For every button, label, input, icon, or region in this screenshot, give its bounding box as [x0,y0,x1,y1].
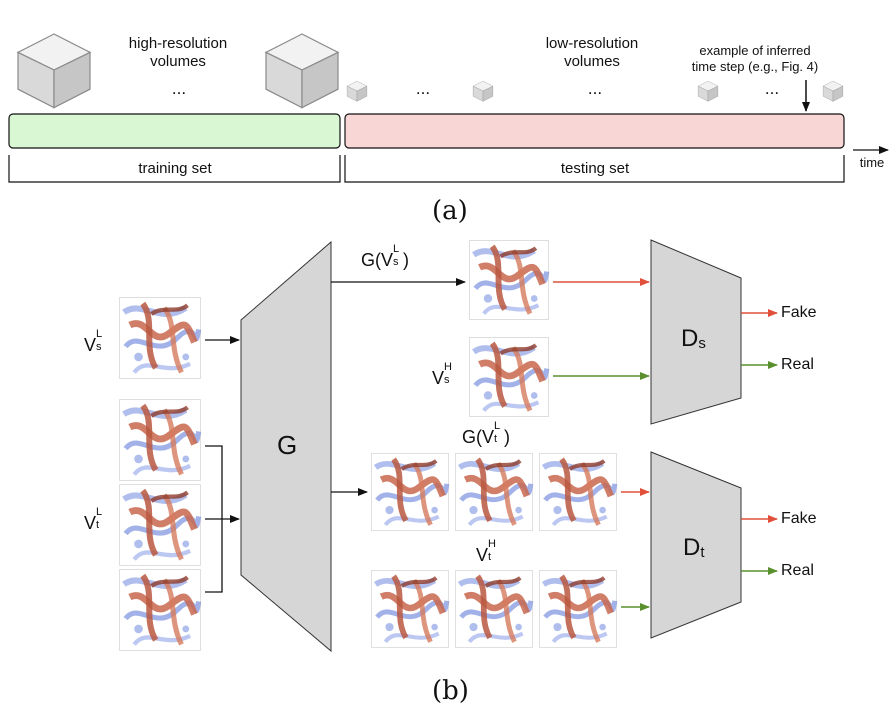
hr-volume-cube-2 [265,33,339,109]
vsl-sub: s [96,341,102,353]
dt-real-label: Real [781,562,814,579]
training-set-label: training set [138,160,212,177]
gvt-label-sub: t [494,433,498,445]
lr-volume-cube [697,80,719,102]
generator-label: G [277,430,298,460]
panel-b [120,239,778,653]
hr-dots: ... [171,79,187,98]
vth-volume [539,570,616,647]
hr-volume-cube-1 [17,33,91,109]
ds-real-label: Real [781,356,814,373]
vth-sub: t [488,551,492,563]
gvt-label-paren: ) [504,427,511,447]
vth-sup: H [488,538,496,550]
gvs-label-sup: L [393,243,400,255]
vtl-base: V [84,513,97,533]
hr-volumes-label: high-resolution volumes [128,35,228,70]
training-bar [8,113,341,149]
vsh-volume [470,338,549,417]
gvt-label-sup: L [494,420,501,432]
gvs-label-paren: ) [403,250,410,270]
testing-set-label: testing set [560,160,630,177]
gvt-volume [371,453,448,530]
dt-label: Dt [683,534,705,562]
vsl-volume [120,298,201,379]
training-bracket [8,155,341,183]
ds-block [650,239,742,425]
lr-volume-cube [822,80,844,102]
vsh-sup: H [444,361,452,373]
caption-b: (b) [432,676,469,706]
gvs-volume [470,241,549,320]
vth-volume [371,570,448,647]
vsh-sub: s [444,374,450,386]
panel-a [8,33,889,183]
vth-volume [455,570,532,647]
caption-a: (a) [432,196,468,226]
lr-dots-small-1: ... [415,79,431,98]
gvs-label-base: G(V [361,250,394,270]
dt-fake-label: Fake [781,510,817,527]
vsl-sup: L [96,328,103,340]
gvs-label-sub: s [393,256,399,268]
lr-volume-cube [346,80,368,102]
example-label: example of inferred time step (e.g., Fig… [691,43,819,74]
gvt-volume [539,453,616,530]
ds-label: Ds [681,325,706,353]
lr-dots: ... [587,79,603,98]
lr-volume-cube [472,80,494,102]
generator-block [240,240,332,653]
gvt-label-base: G(V [462,427,495,447]
lr-volumes-label: low-resolution volumes [545,35,639,70]
dt-block [650,451,742,639]
ds-label-base: D [681,325,699,352]
gvt-volume [455,453,532,530]
vtl-volume [120,570,201,651]
vtl-sub: t [96,519,100,531]
testing-bracket [344,155,845,183]
vsl-base: V [84,335,97,355]
vth-base: V [476,545,489,565]
dt-label-sub: t [700,544,705,561]
ds-fake-label: Fake [781,304,817,321]
vtl-volume [120,400,201,481]
ds-label-sub: s [698,335,706,352]
vtl-volume [120,485,201,566]
vsh-base: V [432,368,445,388]
time-label: time [859,155,885,170]
testing-bar [344,113,845,149]
lr-dots-small-2: ... [764,79,780,98]
dt-label-base: D [683,534,701,561]
vtl-sup: L [96,506,103,518]
